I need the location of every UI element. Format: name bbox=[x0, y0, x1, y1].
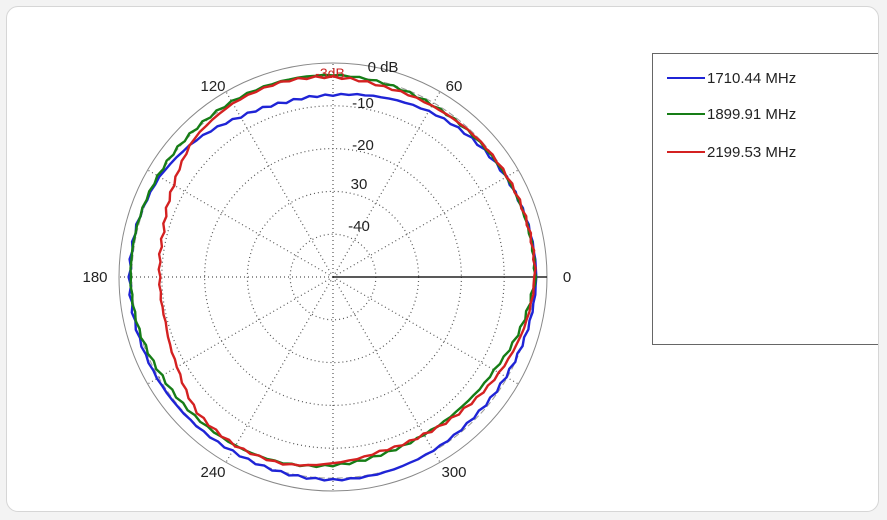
radial-tick-label: -10 bbox=[352, 95, 374, 112]
legend-item-2: 1899.91 MHz bbox=[667, 104, 796, 124]
label-layer: 0 60 120 180 240 300 0 dB -10 -20 30 -40 -3dB bbox=[82, 59, 571, 481]
angle-tick-label: 60 bbox=[446, 78, 463, 95]
angle-tick-label: 120 bbox=[200, 78, 225, 95]
legend-item-1: 1710.44 MHz bbox=[667, 68, 796, 88]
legend-swatch-3 bbox=[667, 151, 705, 153]
legend: 1710.44 MHz 1899.91 MHz 2199.53 MHz bbox=[652, 53, 878, 345]
angle-tick-label: 0 bbox=[563, 269, 571, 286]
grid-spoke bbox=[332, 91, 441, 278]
radial-tick-label: 30 bbox=[351, 176, 368, 193]
legend-swatch-2 bbox=[667, 113, 705, 115]
angle-tick-label: 180 bbox=[82, 269, 107, 286]
grid-spoke bbox=[225, 276, 334, 463]
grid-spoke bbox=[147, 276, 334, 385]
polar-plot: 0 60 120 180 240 300 0 dB -10 -20 30 -40 -3dB bbox=[82, 59, 571, 492]
angle-tick-label: 300 bbox=[441, 464, 466, 481]
legend-swatch-1 bbox=[667, 77, 705, 79]
series-line-1 bbox=[127, 92, 538, 482]
legend-label-1: 1710.44 MHz bbox=[707, 69, 797, 87]
radial-tick-label: 0 dB bbox=[368, 59, 399, 76]
grid-spoke bbox=[147, 169, 334, 278]
series-layer bbox=[127, 73, 538, 482]
grid-spoke bbox=[332, 276, 519, 385]
legend-label-3: 2199.53 MHz bbox=[707, 143, 797, 161]
series-line-3 bbox=[157, 74, 537, 467]
grid-spoke bbox=[225, 91, 334, 278]
series-line-2 bbox=[129, 73, 538, 469]
angle-tick-label: 240 bbox=[200, 464, 225, 481]
radial-tick-label: -20 bbox=[352, 137, 374, 154]
legend-label-2: 1899.91 MHz bbox=[707, 105, 797, 123]
chart-panel: 0 60 120 180 240 300 0 dB -10 -20 30 -40 -3dB 1710.… bbox=[6, 6, 879, 512]
polar-grid bbox=[118, 62, 548, 492]
legend-item-3: 2199.53 MHz bbox=[667, 142, 796, 162]
radial-tick-label: -40 bbox=[348, 218, 370, 235]
reference-label: -3dB bbox=[315, 65, 345, 81]
